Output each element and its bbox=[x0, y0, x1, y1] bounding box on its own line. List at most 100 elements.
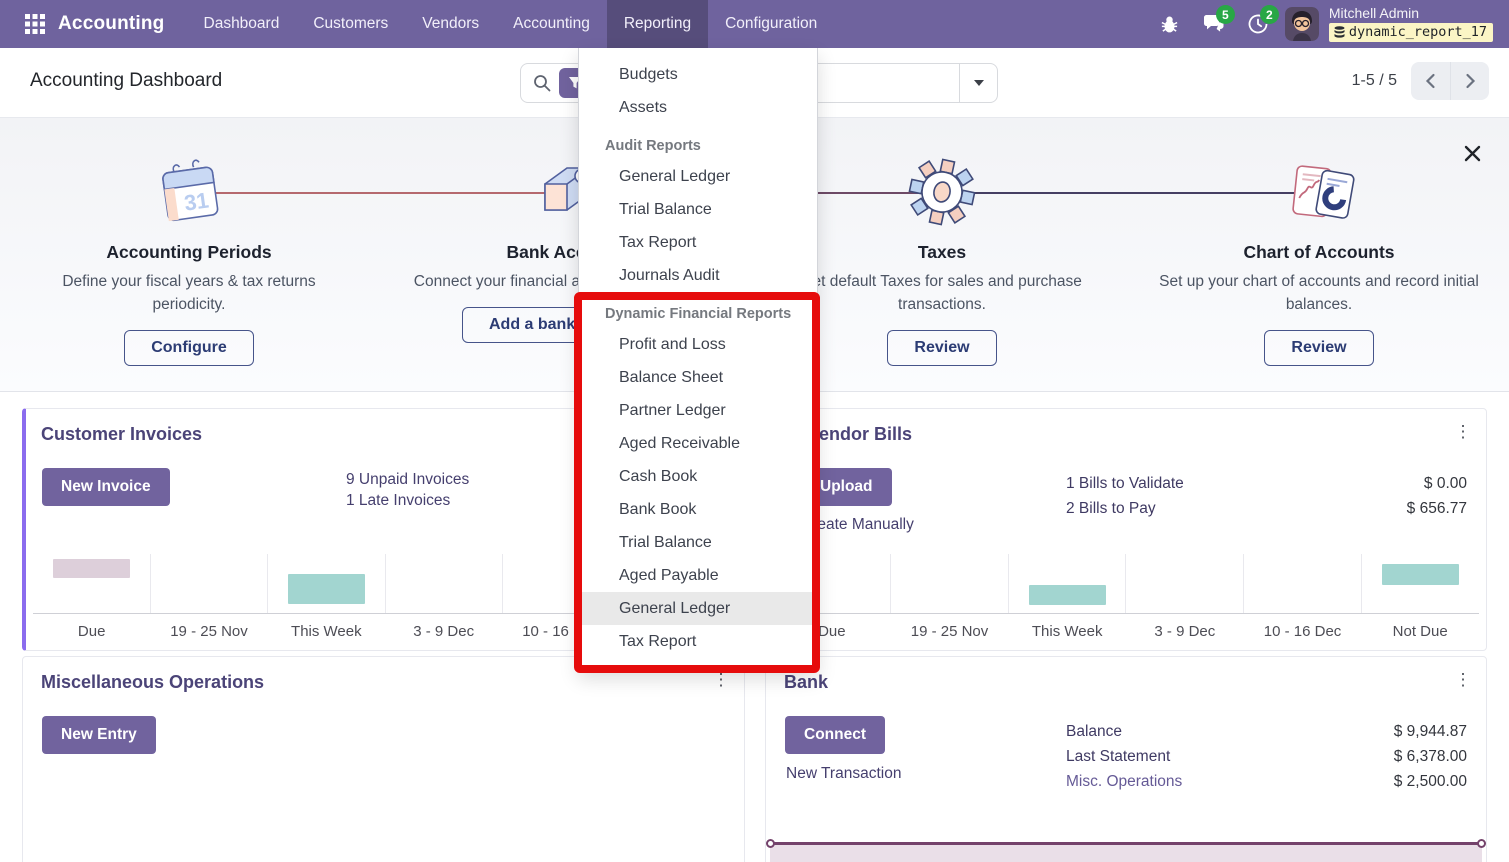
app-name[interactable]: Accounting bbox=[58, 13, 165, 34]
apps-grid-icon[interactable] bbox=[24, 13, 46, 35]
stat-value: $ 2,500.00 bbox=[1393, 772, 1467, 790]
nav-item-dashboard[interactable]: Dashboard bbox=[203, 15, 280, 32]
menu-section-header: Dynamic Financial Reports bbox=[605, 306, 792, 322]
nav-item-configuration[interactable]: Configuration bbox=[725, 15, 818, 32]
chart-axis-label: 19 - 25 Nov bbox=[910, 623, 989, 640]
chart-bar[interactable] bbox=[287, 574, 365, 604]
onboarding-step-taxes: Taxes Set default Taxes for sales and pu… bbox=[762, 118, 1122, 366]
stat-row: 2 Bills to Pay $ 656.77 bbox=[1066, 496, 1467, 521]
top-navbar: Accounting Dashboard Customers Vendors A… bbox=[0, 0, 1509, 48]
menu-item-aged-receivable[interactable]: Aged Receivable bbox=[619, 435, 740, 452]
pager-previous-button[interactable] bbox=[1411, 62, 1450, 100]
stat-value: $ 0.00 bbox=[1423, 474, 1467, 492]
menu-section-header: Audit Reports bbox=[605, 138, 701, 154]
card-title[interactable]: Bank bbox=[784, 672, 829, 692]
menu-item-partner-ledger[interactable]: Partner Ledger bbox=[619, 402, 726, 419]
review-taxes-button[interactable]: Review bbox=[887, 330, 997, 366]
step-description: Set up your chart of accounts and record… bbox=[1159, 273, 1479, 313]
menu-item-profit-and-loss[interactable]: Profit and Loss bbox=[619, 336, 726, 353]
menu-item-journals-audit[interactable]: Journals Audit bbox=[619, 267, 720, 284]
bank-balance-sparkline bbox=[766, 839, 1486, 862]
chart-column bbox=[1125, 554, 1243, 613]
stat-value: $ 656.77 bbox=[1406, 499, 1467, 517]
misc-operations-link[interactable]: Misc. Operations bbox=[1066, 772, 1183, 790]
bills-to-validate-link[interactable]: 1 Bills to Validate bbox=[1066, 474, 1184, 492]
late-invoices-link[interactable]: 1 Late Invoices bbox=[346, 492, 451, 509]
new-invoice-button[interactable]: New Invoice bbox=[42, 468, 170, 506]
review-chart-of-accounts-button[interactable]: Review bbox=[1264, 330, 1374, 366]
menu-item-balance-sheet[interactable]: Balance Sheet bbox=[619, 369, 724, 386]
chart-column bbox=[267, 554, 385, 613]
chart-column bbox=[1243, 554, 1361, 613]
menu-item-general-ledger[interactable]: General Ledger bbox=[619, 168, 731, 185]
user-menu[interactable]: Mitchell Admin dynamic_report_17 bbox=[1328, 6, 1493, 42]
vendor-bills-card: Vendor Bills ⋮ Upload Create Manually 1 … bbox=[765, 408, 1487, 651]
chart-axis-label: This Week bbox=[1031, 623, 1103, 640]
card-kebab-menu-icon[interactable]: ⋮ bbox=[712, 670, 730, 689]
chart-axis-label: Not Due bbox=[1392, 623, 1448, 640]
pager-next-button[interactable] bbox=[1450, 62, 1489, 100]
connect-button[interactable]: Connect bbox=[785, 716, 885, 754]
chart-axis-label: 3 - 9 Dec bbox=[1154, 623, 1216, 640]
menu-item-cash-book[interactable]: Cash Book bbox=[619, 468, 698, 485]
menu-item-bank-book[interactable]: Bank Book bbox=[619, 501, 697, 518]
chart-axis-label: Due bbox=[818, 623, 846, 640]
stat-row: Balance $ 9,944.87 bbox=[1066, 719, 1467, 744]
configure-button[interactable]: Configure bbox=[124, 330, 254, 366]
nav-item-reporting[interactable]: Reporting bbox=[606, 0, 709, 48]
menu-item-tax-report[interactable]: Tax Report bbox=[619, 633, 697, 650]
nav-item-customers[interactable]: Customers bbox=[313, 15, 389, 32]
chart-axis-label: Due bbox=[77, 623, 106, 640]
menu-item-budgets[interactable]: Budgets bbox=[619, 66, 678, 83]
chart-axis-label: 10 - 16 Dec bbox=[1263, 623, 1342, 640]
menu-item-assets[interactable]: Assets bbox=[619, 99, 668, 116]
onboarding-step-chart-of-accounts: Chart of Accounts Set up your chart of a… bbox=[1139, 118, 1499, 366]
bills-to-pay-link[interactable]: 2 Bills to Pay bbox=[1066, 499, 1156, 517]
nav-menu: Dashboard Customers Vendors Accounting R… bbox=[187, 0, 835, 48]
avatar[interactable] bbox=[1284, 7, 1319, 41]
messages-count-badge[interactable]: 5 bbox=[1215, 5, 1235, 24]
card-title[interactable]: Miscellaneous Operations bbox=[41, 672, 265, 692]
pager: 1-5 / 5 bbox=[1352, 62, 1489, 100]
close-icon[interactable] bbox=[1459, 140, 1485, 166]
chart-column bbox=[502, 554, 620, 613]
progress-line-segment-1 bbox=[190, 192, 565, 194]
database-name: dynamic_report_17 bbox=[1348, 24, 1487, 40]
new-transaction-link[interactable]: New Transaction bbox=[786, 765, 902, 782]
card-title[interactable]: Vendor Bills bbox=[808, 424, 913, 444]
new-entry-button[interactable]: New Entry bbox=[42, 716, 156, 754]
chart-column bbox=[33, 554, 150, 613]
database-badge: dynamic_report_17 bbox=[1328, 23, 1493, 42]
step-title: Taxes bbox=[917, 242, 967, 262]
step-description: Set default Taxes for sales and purchase… bbox=[802, 273, 1082, 313]
debug-bug-icon[interactable] bbox=[1153, 7, 1187, 41]
nav-item-vendors[interactable]: Vendors bbox=[422, 15, 480, 32]
menu-item-trial-balance[interactable]: Trial Balance bbox=[619, 201, 712, 218]
card-kebab-menu-icon[interactable]: ⋮ bbox=[1454, 422, 1472, 441]
nav-item-accounting[interactable]: Accounting bbox=[513, 15, 590, 32]
pager-range: 1-5 / 5 bbox=[1351, 72, 1397, 89]
stat-value: $ 9,944.87 bbox=[1393, 722, 1467, 740]
menu-item-tax-report[interactable]: Tax Report bbox=[619, 234, 697, 251]
apps-menu[interactable]: Accounting bbox=[0, 0, 187, 48]
chart-bar[interactable] bbox=[52, 559, 130, 578]
miscellaneous-operations-card: Miscellaneous Operations ⋮ New Entry bbox=[22, 656, 745, 862]
card-title[interactable]: Customer Invoices bbox=[41, 424, 203, 444]
activities-clock-icon[interactable]: 2 bbox=[1241, 5, 1279, 41]
messages-icon[interactable]: 5 bbox=[1197, 5, 1235, 41]
chart-bar[interactable] bbox=[1382, 564, 1460, 585]
invoice-links: 9 Unpaid Invoices 1 Late Invoices bbox=[346, 471, 469, 510]
chart-column bbox=[384, 554, 503, 613]
calendar-icon: 31 bbox=[151, 154, 227, 230]
menu-item-aged-payable[interactable]: Aged Payable bbox=[619, 567, 719, 584]
create-manually-link[interactable]: Create Manually bbox=[801, 516, 914, 533]
menu-item-general-ledger[interactable]: General Ledger bbox=[579, 592, 817, 625]
chart-bar[interactable] bbox=[1028, 585, 1106, 605]
unpaid-invoices-link[interactable]: 9 Unpaid Invoices bbox=[346, 471, 470, 488]
search-dropdown-toggle[interactable] bbox=[959, 64, 997, 102]
menu-item-trial-balance[interactable]: Trial Balance bbox=[619, 534, 712, 551]
card-kebab-menu-icon[interactable]: ⋮ bbox=[1454, 670, 1472, 689]
activities-count-badge[interactable]: 2 bbox=[1259, 5, 1279, 24]
sparkline-start-point bbox=[766, 839, 775, 848]
chart-column bbox=[1361, 554, 1479, 613]
